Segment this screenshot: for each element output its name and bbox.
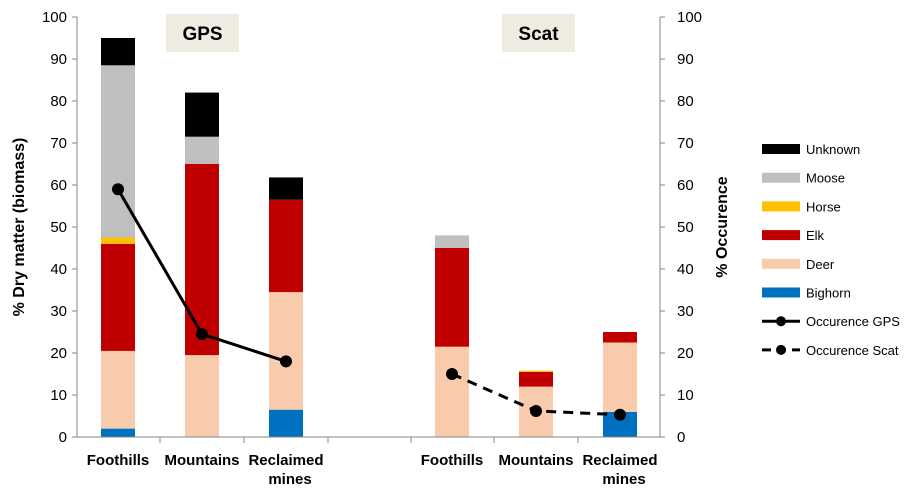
x-label-gps-2: Mountains <box>165 452 240 469</box>
bar-segment-scat-2-horse <box>519 370 553 372</box>
panel-label-scat: Scat <box>518 24 559 45</box>
x-label-gps-1: Foothills <box>87 452 150 469</box>
bar-segment-scat-3-elk <box>603 332 637 343</box>
y-left-tick-label-0: 0 <box>59 429 67 446</box>
bar-segment-scat-1-moose <box>435 235 469 248</box>
bar-segment-gps-3-elk <box>269 199 303 293</box>
y-right-tick-label-100: 100 <box>677 9 702 26</box>
y-right-tick-label-40: 40 <box>677 261 694 278</box>
y-left-axis-title: % Dry matter (biomass) <box>11 138 28 317</box>
y-right-tick-label-80: 80 <box>677 93 694 110</box>
legend-swatch-unknown <box>762 144 800 154</box>
y-left-tick-label-50: 50 <box>50 219 67 236</box>
y-right-tick-label-70: 70 <box>677 135 694 152</box>
legend-label-unknown: Unknown <box>806 142 860 157</box>
bar-segment-gps-1-horse <box>101 237 135 244</box>
legend-label-occurence-gps: Occurence GPS <box>806 314 900 329</box>
x-label-scat-1: Foothills <box>421 452 484 469</box>
y-right-tick-label-90: 90 <box>677 51 694 68</box>
legend-swatch-elk <box>762 230 800 241</box>
point-occurence-gps-2 <box>196 328 208 341</box>
y-right-tick-label-20: 20 <box>677 345 694 362</box>
legend-marker-occurence-gps <box>776 316 786 327</box>
bar-segment-gps-1-deer <box>101 350 135 429</box>
bar-segment-gps-3-unknown <box>269 177 303 200</box>
point-occurence-scat-3 <box>614 408 626 421</box>
legend-swatch-horse <box>762 201 800 212</box>
bar-segment-gps-1-bighorn <box>101 428 135 437</box>
legend-swatch-deer <box>762 258 800 269</box>
y-left-tick-label-90: 90 <box>50 51 67 68</box>
legend-marker-occurence-scat <box>776 344 786 355</box>
bar-segment-gps-3-deer <box>269 292 303 410</box>
y-left-tick-label-40: 40 <box>50 261 67 278</box>
bar-segment-scat-1-deer <box>435 346 469 437</box>
legend-swatch-bighorn <box>762 287 800 298</box>
x-label-gps-3-line1: Reclaimed <box>248 452 323 469</box>
point-occurence-scat-2 <box>530 404 542 417</box>
y-left-tick-label-30: 30 <box>50 303 67 320</box>
y-left-tick-label-70: 70 <box>50 135 67 152</box>
bar-segment-gps-2-elk <box>185 164 219 356</box>
legend-label-deer: Deer <box>806 257 835 272</box>
bar-segment-scat-1-elk <box>435 248 469 347</box>
bar-segment-gps-1-unknown <box>101 38 135 66</box>
y-right-axis-title: % Occurence <box>714 176 731 277</box>
legend-label-horse: Horse <box>806 199 841 214</box>
bar-segment-gps-1-elk <box>101 243 135 351</box>
point-occurence-scat-1 <box>446 368 458 380</box>
y-left-tick-label-20: 20 <box>50 345 67 362</box>
point-occurence-gps-1 <box>112 183 124 196</box>
legend-label-occurence-scat: Occurence Scat <box>806 343 899 358</box>
y-left-tick-label-60: 60 <box>50 177 67 194</box>
x-label-scat-2: Mountains <box>499 452 574 469</box>
bar-segment-scat-3-deer <box>603 342 637 412</box>
panel-label-box-gps <box>166 14 239 52</box>
legend-label-bighorn: Bighorn <box>806 286 851 301</box>
panel-label-gps: GPS <box>182 24 222 45</box>
panel-label-box-scat <box>502 14 575 52</box>
bar-segment-gps-3-bighorn <box>269 409 303 437</box>
y-right-tick-label-50: 50 <box>677 219 694 236</box>
bar-segment-gps-2-unknown <box>185 92 219 137</box>
legend-label-moose: Moose <box>806 171 845 186</box>
bar-segment-gps-2-moose <box>185 136 219 164</box>
legend-label-elk: Elk <box>806 228 825 243</box>
y-right-tick-label-10: 10 <box>677 387 694 404</box>
bar-segment-scat-2-elk <box>519 371 553 387</box>
legend-swatch-moose <box>762 172 800 183</box>
y-right-tick-label-30: 30 <box>677 303 694 320</box>
y-left-tick-label-10: 10 <box>50 387 67 404</box>
y-right-tick-label-60: 60 <box>677 177 694 194</box>
x-label-gps-3-line2: mines <box>268 471 311 488</box>
y-left-tick-label-80: 80 <box>50 93 67 110</box>
y-right-tick-label-0: 0 <box>677 429 685 446</box>
bar-segment-gps-2-deer <box>185 355 219 437</box>
x-label-scat-3-line2: mines <box>602 471 645 488</box>
y-left-tick-label-100: 100 <box>42 9 67 26</box>
x-label-scat-3-line1: Reclaimed <box>582 452 657 469</box>
point-occurence-gps-3 <box>280 355 292 368</box>
